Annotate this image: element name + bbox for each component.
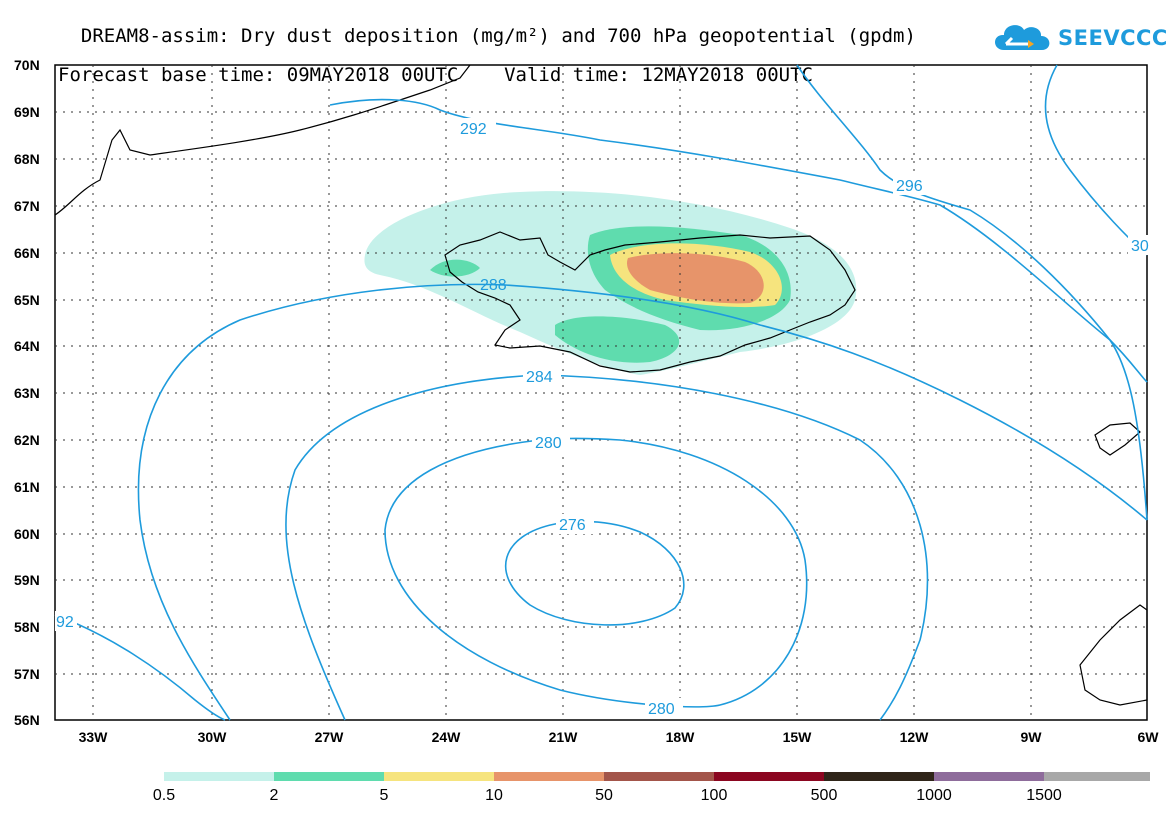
dust-level-2b [555,316,680,363]
logo-text: SEEVCCC [1058,26,1168,50]
lat-label-61n: 61N [14,479,40,495]
lat-label-66n: 66N [14,245,40,261]
scotland-coast [1079,604,1148,706]
contour-label-276: 276 [559,517,586,534]
legend-label-1500: 1500 [1026,787,1062,804]
legend-swatch-4 [604,772,714,781]
legend-swatch-2 [384,772,494,781]
legend-label-500: 500 [811,787,838,804]
contour-284 [285,374,541,721]
contour-label-288: 288 [480,277,507,294]
lon-label-9w: 9W [1021,729,1043,745]
contour-296 [796,64,1148,521]
contour-label-296: 296 [896,178,923,195]
lon-label-27w: 27W [315,729,345,745]
lat-label-65n: 65N [14,292,40,308]
greenland-coast [54,64,471,216]
legend-labels: 0.5 2 5 10 50 100 500 1000 1500 [153,787,1062,804]
contour-276 [504,520,685,626]
latitude-labels: 70N 69N 68N 67N 66N 65N 64N 63N 62N 61N … [14,57,40,728]
lat-label-62n: 62N [14,432,40,448]
legend-label-5: 5 [380,787,389,804]
graticule [55,65,1147,720]
lat-label-68n: 68N [14,151,40,167]
legend-swatch-3 [494,772,604,781]
legend-swatch-5 [714,772,824,781]
coastlines [54,64,1148,706]
contour-292-top [329,98,1148,383]
lon-label-18w: 18W [666,729,696,745]
contour-label-300: 30 [1131,238,1149,255]
legend-swatch-0 [164,772,274,781]
lat-label-67n: 67N [14,198,40,214]
legend-label-10: 10 [485,787,503,804]
legend-swatch-8 [1044,772,1150,781]
faroe-coast [1094,422,1141,456]
contour-280 [384,437,808,708]
seevccc-logo: SEEVCCC [990,20,1167,54]
dust-deposition-shading [364,191,857,375]
contour-labels: 292 296 30 288 284 280 276 280 92 [55,118,1149,718]
lat-label-64n: 64N [14,338,40,354]
contour-label-292-left: 92 [56,614,74,631]
iceland-coast [444,231,856,373]
contour-label-280-bottom: 280 [648,701,675,718]
lon-label-6w: 6W [1138,729,1160,745]
legend-label-0.5: 0.5 [153,787,175,804]
contour-292-left [54,614,226,721]
legend-swatch-6 [824,772,934,781]
title-line-1: DREAM8-assim: Dry dust deposition (mg/m²… [80,25,916,47]
lon-label-30w: 30W [198,729,228,745]
legend-swatch-7 [934,772,1044,781]
lat-label-70n: 70N [14,57,40,73]
lat-label-60n: 60N [14,526,40,542]
title-line-2: Forecast base time: 09MAY2018 00UTC Vali… [58,64,813,86]
dust-level-10 [626,253,764,304]
contour-300 [1044,64,1148,256]
dust-level-2c [430,259,480,277]
legend-label-50: 50 [595,787,613,804]
legend-label-1000: 1000 [916,787,952,804]
contour-288 [137,283,506,721]
legend-swatch-1 [274,772,384,781]
lon-label-15w: 15W [783,729,813,745]
contour-label-280-top: 280 [535,435,562,452]
lat-label-56n: 56N [14,712,40,728]
map-title: DREAM8-assim: Dry dust deposition (mg/m²… [58,8,916,104]
lon-label-12w: 12W [900,729,930,745]
contour-label-284: 284 [526,369,553,386]
contour-284-east [539,374,929,721]
lon-label-21w: 21W [549,729,579,745]
longitude-labels: 33W 30W 27W 24W 21W 18W 15W 12W 9W 6W [79,729,1160,745]
legend-colorbar [164,772,1150,781]
lat-label-58n: 58N [14,619,40,635]
legend-label-100: 100 [701,787,728,804]
contour-288-east [504,284,1148,521]
lat-label-69n: 69N [14,104,40,120]
lat-label-63n: 63N [14,385,40,401]
lat-label-59n: 59N [14,572,40,588]
lat-label-57n: 57N [14,666,40,682]
contour-label-292-top: 292 [460,121,487,138]
lon-label-24w: 24W [432,729,462,745]
cloud-logo-icon [995,25,1050,50]
legend-label-2: 2 [270,787,279,804]
lon-label-33w: 33W [79,729,109,745]
geopotential-contours [54,64,1148,721]
